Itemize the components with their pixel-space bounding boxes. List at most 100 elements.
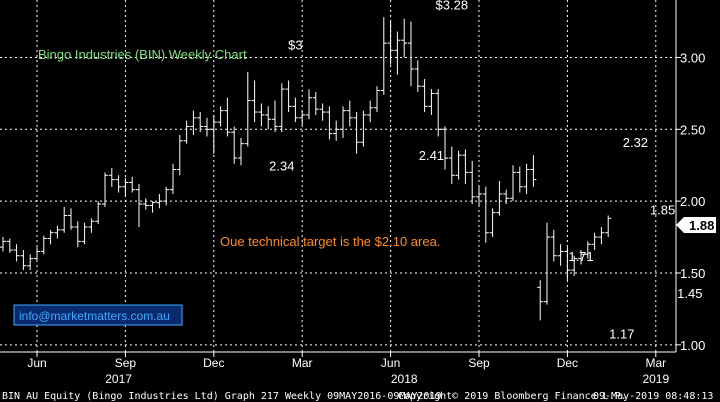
ohlc-bar xyxy=(81,222,88,245)
ohlc-bar xyxy=(414,60,421,92)
ohlc-bar xyxy=(496,181,503,216)
ohlc-bar xyxy=(136,183,142,228)
ohlc-bar xyxy=(292,97,299,123)
ohlc-bar xyxy=(557,244,564,266)
ohlc-bar xyxy=(482,186,489,243)
price-annotation: $3.28 xyxy=(436,0,469,12)
ohlc-bar xyxy=(510,165,516,202)
y-tick-label: 1.50 xyxy=(680,266,705,281)
ohlc-bar xyxy=(605,215,612,238)
x-tick-label: Jun xyxy=(27,356,46,370)
ohlc-bar xyxy=(312,91,319,115)
ohlc-bar xyxy=(353,112,360,154)
y-tick-label: 2.50 xyxy=(680,122,705,137)
chart-title: Bingo Industries (BIN) Weekly Chart xyxy=(38,47,247,62)
ohlc-bar xyxy=(129,176,136,193)
ohlc-bar xyxy=(20,249,27,271)
ohlc-bar xyxy=(578,249,584,265)
footer-bar xyxy=(0,388,720,402)
ohlc-bar xyxy=(367,100,374,123)
ohlc-bar xyxy=(387,21,394,65)
ohlc-bar xyxy=(564,247,571,281)
ohlc-bar xyxy=(238,137,244,166)
ohlc-bar xyxy=(442,126,448,170)
footer-left: BIN AU Equity (Bingo Industries Ltd) Gra… xyxy=(2,391,442,402)
ohlc-bar xyxy=(333,120,340,141)
price-annotation: 1.71 xyxy=(568,249,593,264)
ohlc-bar xyxy=(108,168,115,187)
price-annotation: 1.17 xyxy=(609,326,634,341)
ohlc-bar xyxy=(95,201,102,225)
ohlc-bar xyxy=(428,89,435,115)
ohlc-bar xyxy=(115,175,122,193)
ohlc-bar xyxy=(421,79,428,113)
ohlc-bar xyxy=(591,232,598,250)
ohlc-bars xyxy=(0,17,612,321)
ohlc-bar xyxy=(374,86,380,113)
ohlc-bar xyxy=(598,227,605,245)
ohlc-bar xyxy=(306,89,312,120)
ohlc-bar xyxy=(571,255,578,276)
ohlc-bar xyxy=(299,110,306,125)
footer-right: 09-May-2019 08:48:13 xyxy=(593,391,713,402)
ohlc-bar xyxy=(537,280,544,321)
ohlc-bar xyxy=(190,110,197,136)
x-tick-label: Sep xyxy=(115,356,137,370)
ohlc-bar xyxy=(74,221,81,248)
y-axis-ticks: 3.00 2.50 2.00 1.50 1.00 xyxy=(676,50,705,353)
ohlc-bar xyxy=(469,160,476,205)
ohlc-bar xyxy=(285,80,292,113)
ohlc-bar xyxy=(476,186,482,207)
ohlc-bar xyxy=(224,97,231,137)
ohlc-bar xyxy=(346,100,353,127)
ohlc-bar xyxy=(176,135,183,176)
annotations: $3.28 $3 2.34 2.41 2.32 1.71 1.85 1.45 1.17 xyxy=(269,0,702,341)
ohlc-bar xyxy=(550,229,557,262)
grid-lines xyxy=(0,0,676,352)
last-value-tag xyxy=(676,217,716,233)
ohlc-bar xyxy=(360,110,367,147)
email-box xyxy=(13,304,183,326)
year-label: 2018 xyxy=(391,372,418,386)
ohlc-bar xyxy=(401,18,408,58)
ohlc-bar xyxy=(408,21,414,87)
ohlc-bar xyxy=(251,80,258,123)
ohlc-bar xyxy=(68,208,74,230)
y-tick-label: 2.00 xyxy=(680,194,705,209)
ohlc-bar xyxy=(197,112,204,133)
ohlc-bar xyxy=(122,178,129,197)
ohlc-bar xyxy=(258,103,265,127)
ohlc-bar xyxy=(13,244,20,262)
ohlc-bar xyxy=(27,254,34,271)
ohlc-bar xyxy=(170,163,176,194)
email-link[interactable]: info@marketmatters.com.au xyxy=(19,309,170,323)
ohlc-bar xyxy=(34,247,40,262)
ohlc-bar xyxy=(0,237,6,252)
ohlc-bar xyxy=(231,126,238,164)
ohlc-bar xyxy=(102,172,108,207)
price-annotation: 2.41 xyxy=(419,148,444,163)
price-annotation: 1.85 xyxy=(650,203,675,218)
ohlc-bar xyxy=(448,146,455,184)
ohlc-bar xyxy=(54,225,61,239)
x-axis-ticks: Jun Sep Dec Mar Jun Sep Dec Mar 2017 2018 2019 xyxy=(27,352,669,386)
ohlc-bar xyxy=(278,83,285,133)
last-value-label: 1.88 xyxy=(689,218,714,233)
price-annotation: 1.45 xyxy=(677,286,702,301)
target-note: Oue technical target is the $2.10 area. xyxy=(220,234,440,249)
ohlc-bar xyxy=(163,186,170,206)
ohlc-bar xyxy=(489,208,496,238)
ohlc-bar xyxy=(47,229,54,245)
ohlc-bar xyxy=(435,89,442,137)
ohlc-bar xyxy=(326,106,333,140)
y-tick-label: 3.00 xyxy=(680,50,705,65)
ohlc-bar xyxy=(272,100,278,133)
ohlc-bar xyxy=(156,193,163,209)
ohlc-bar xyxy=(394,31,401,75)
x-tick-label: Dec xyxy=(557,356,578,370)
ohlc-bar xyxy=(530,155,537,187)
ohlc-bar xyxy=(503,189,510,205)
ohlc-bar xyxy=(61,206,68,233)
ohlc-bar xyxy=(523,163,530,194)
ohlc-bar xyxy=(6,238,13,253)
